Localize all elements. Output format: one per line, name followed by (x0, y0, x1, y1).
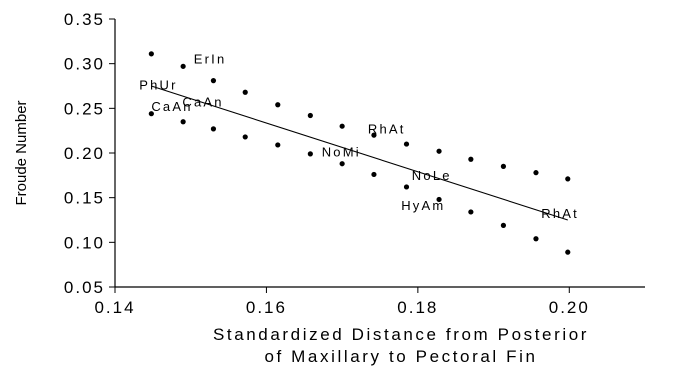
x-ticks: 0.14 0.16 0.18 0.20 (94, 287, 590, 317)
point-annotation: RhAt (541, 206, 579, 221)
y-tick-label: 0.25 (64, 99, 105, 118)
data-point (565, 249, 571, 255)
data-point (339, 123, 345, 129)
data-point (210, 126, 217, 132)
x-axis-title-line1: Standardized Distance from Posterior (213, 325, 589, 344)
y-tick-label: 0.30 (64, 55, 105, 74)
point-annotation: CaAn (151, 99, 192, 114)
y-axis-title: Froude Number (13, 100, 30, 205)
point-annotation: ErIn (194, 52, 227, 67)
data-point (148, 51, 154, 57)
data-point (307, 151, 313, 157)
data-point (533, 170, 539, 176)
y-ticks: 0.05 0.10 0.15 0.20 0.25 0.30 0.35 (64, 10, 115, 297)
data-point (565, 176, 571, 182)
x-tick-label: 0.16 (246, 298, 287, 317)
x-tick-label: 0.20 (549, 298, 590, 317)
data-point (371, 171, 377, 178)
point-annotation: NoMi (322, 145, 361, 160)
data-point (339, 161, 345, 167)
point-annotation: HyAm (401, 198, 445, 213)
point-annotation: NoLe (412, 168, 452, 183)
data-point (275, 102, 281, 108)
data-point (180, 119, 186, 125)
data-point (275, 142, 281, 148)
y-tick-label: 0.15 (64, 189, 105, 208)
data-point (242, 134, 248, 140)
data-point (468, 156, 474, 162)
y-tick-label: 0.10 (64, 233, 105, 252)
x-tick-label: 0.18 (397, 298, 438, 317)
x-axis-title-line2: of Maxillary to Pectoral Fin (264, 347, 537, 366)
data-point (403, 141, 410, 147)
trendline (151, 85, 568, 221)
point-annotation: PhUr (139, 78, 177, 93)
data-point (468, 209, 474, 215)
y-tick-label: 0.35 (64, 10, 105, 29)
data-point (180, 63, 186, 69)
data-point (371, 132, 377, 138)
data-point (403, 184, 410, 190)
point-annotation: RhAt (368, 121, 406, 136)
data-point (210, 78, 217, 84)
data-point (436, 196, 442, 203)
y-tick-label: 0.05 (64, 278, 105, 297)
point-annotation: CaAn (182, 95, 223, 110)
data-point (307, 112, 313, 119)
x-tick-label: 0.14 (94, 298, 135, 317)
data-point (148, 111, 154, 117)
data-point (436, 148, 442, 154)
data-point (242, 89, 248, 95)
data-point (533, 236, 539, 242)
data-point (500, 222, 507, 228)
plot-area: 0.050.100.150.200.250.300.35 0.14 0.16 0.1… (64, 10, 645, 317)
y-tick-label: 0.20 (64, 144, 105, 163)
data-point (500, 163, 507, 169)
data-points (148, 51, 571, 255)
